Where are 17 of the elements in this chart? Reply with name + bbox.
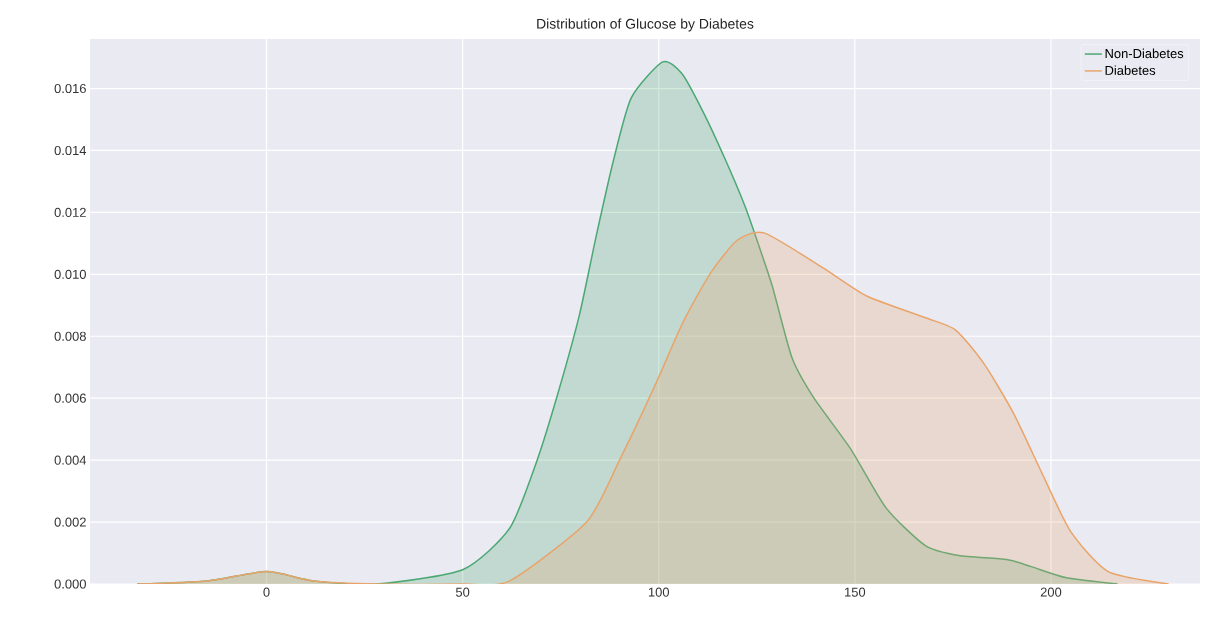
y-tick-label: 0.014 [54, 145, 87, 156]
y-tick-label: 0.010 [54, 269, 86, 279]
x-tick-label: 100 [648, 587, 670, 597]
chart-title: Distribution of Glucose by Diabetes [537, 18, 754, 32]
y-tick-label: 0.000 [54, 579, 86, 589]
y-tick-label: 0.004 [54, 455, 87, 465]
x-tick-label: 0 [263, 587, 270, 597]
y-tick-label: 0.012 [54, 207, 86, 217]
y-tick-label: 0.016 [54, 83, 86, 94]
legend-label: Non-Diabetes [1105, 48, 1184, 59]
x-tick-label: 150 [845, 587, 866, 597]
y-tick-label: 0.008 [54, 331, 86, 341]
y-tick-label: 0.006 [54, 393, 86, 403]
y-tick-label: 0.002 [54, 517, 86, 527]
x-tick-label: 200 [1040, 587, 1062, 597]
x-tick-label: 50 [455, 587, 470, 597]
legend-label: Diabetes [1105, 65, 1156, 75]
